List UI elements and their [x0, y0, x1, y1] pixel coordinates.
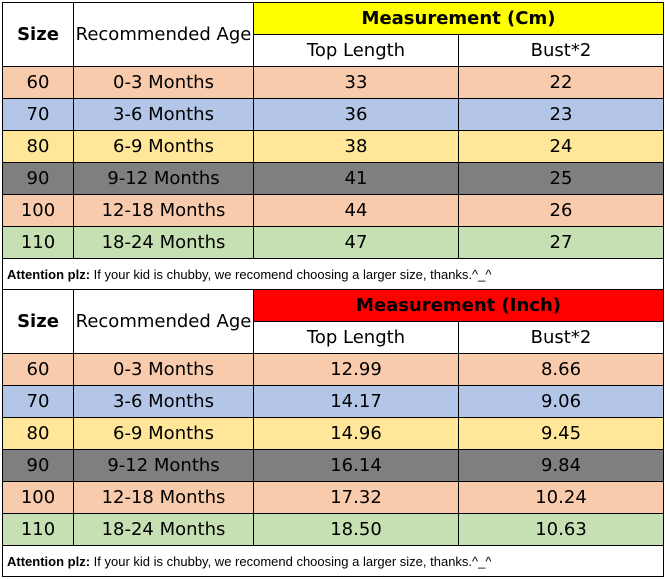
table-row: 90 9-12 Months 16.14 9.84	[2, 449, 665, 482]
note-text: If your kid is chubby, we recomend choos…	[90, 266, 492, 282]
length-cell: 36	[253, 98, 459, 131]
bust-cell: 9.84	[457, 449, 665, 482]
inch-length-header: Top Length	[253, 321, 459, 354]
inch-size-header: Size	[2, 289, 74, 354]
inch-header-row: Size Recommended Age Measurement (Inch)	[2, 289, 665, 354]
age-cell: 9-12 Months	[73, 449, 254, 482]
size-cell: 90	[2, 449, 74, 482]
table-row: 80 6-9 Months 38 24	[2, 130, 665, 163]
age-cell: 0-3 Months	[73, 66, 254, 99]
table-row: 70 3-6 Months 36 23	[2, 98, 665, 131]
bust-cell: 22	[457, 66, 665, 99]
size-cell: 70	[2, 98, 74, 131]
bust-cell: 27	[457, 226, 665, 259]
table-row: 70 3-6 Months 14.17 9.06	[2, 385, 665, 418]
length-cell: 41	[253, 162, 459, 195]
bust-cell: 8.66	[457, 353, 665, 386]
length-cell: 14.17	[253, 385, 459, 418]
bust-cell: 9.45	[457, 417, 665, 450]
size-cell: 110	[2, 513, 74, 546]
length-cell: 12.99	[253, 353, 459, 386]
size-cell: 80	[2, 417, 74, 450]
bust-cell: 23	[457, 98, 665, 131]
age-cell: 3-6 Months	[73, 98, 254, 131]
size-cell: 110	[2, 226, 74, 259]
length-cell: 44	[253, 194, 459, 227]
age-cell: 18-24 Months	[73, 513, 254, 546]
age-cell: 6-9 Months	[73, 417, 254, 450]
size-cell: 100	[2, 481, 74, 514]
bust-cell: 10.24	[457, 481, 665, 514]
attention-note: Attention plz: If your kid is chubby, we…	[1, 258, 665, 290]
table-row: 100 12-18 Months 44 26	[2, 194, 665, 227]
table-row: 110 18-24 Months 47 27	[2, 226, 665, 259]
table-row: 60 0-3 Months 12.99 8.66	[2, 353, 665, 386]
cm-length-header: Top Length	[253, 34, 459, 67]
note-text: If your kid is chubby, we recomend choos…	[90, 553, 492, 569]
bust-cell: 26	[457, 194, 665, 227]
size-cell: 80	[2, 130, 74, 163]
table-row: 80 6-9 Months 14.96 9.45	[2, 417, 665, 450]
cm-header-row: Size Recommended Age Measurement (Cm)	[2, 2, 665, 67]
length-cell: 17.32	[253, 481, 459, 514]
age-cell: 18-24 Months	[73, 226, 254, 259]
bust-cell: 9.06	[457, 385, 665, 418]
length-cell: 16.14	[253, 449, 459, 482]
age-cell: 12-18 Months	[73, 194, 254, 227]
inch-age-header: Recommended Age	[73, 289, 254, 354]
cm-bust-header: Bust*2	[457, 34, 665, 67]
cm-subheader-row: Top Length Bust*2	[3, 34, 665, 67]
age-cell: 6-9 Months	[73, 130, 254, 163]
size-cell: 60	[2, 66, 74, 99]
age-cell: 0-3 Months	[73, 353, 254, 386]
age-cell: 9-12 Months	[73, 162, 254, 195]
table-row: 110 18-24 Months 18.50 10.63	[2, 513, 665, 546]
cm-age-header: Recommended Age	[73, 2, 254, 67]
table-row: 60 0-3 Months 33 22	[2, 66, 665, 99]
bust-cell: 24	[457, 130, 665, 163]
inch-note-row: Attention plz: If your kid is chubby, we…	[1, 545, 665, 577]
length-cell: 47	[253, 226, 459, 259]
inch-subheader-row: Top Length Bust*2	[3, 321, 665, 354]
length-cell: 33	[253, 66, 459, 99]
length-cell: 18.50	[253, 513, 459, 546]
length-cell: 14.96	[253, 417, 459, 450]
table-row: 90 9-12 Months 41 25	[2, 162, 665, 195]
cm-note-row: Attention plz: If your kid is chubby, we…	[1, 258, 665, 290]
size-cell: 60	[2, 353, 74, 386]
age-cell: 3-6 Months	[73, 385, 254, 418]
bust-cell: 10.63	[457, 513, 665, 546]
age-cell: 12-18 Months	[73, 481, 254, 514]
inch-measurement-header: Measurement (Inch)	[252, 289, 665, 322]
note-label: Attention plz:	[7, 553, 91, 569]
cm-size-header: Size	[2, 2, 74, 67]
bust-cell: 25	[457, 162, 665, 195]
attention-note: Attention plz: If your kid is chubby, we…	[1, 545, 665, 577]
inch-bust-header: Bust*2	[457, 321, 665, 354]
size-cell: 90	[2, 162, 74, 195]
length-cell: 38	[253, 130, 459, 163]
size-cell: 100	[2, 194, 74, 227]
table-row: 100 12-18 Months 17.32 10.24	[2, 481, 665, 514]
cm-measurement-header: Measurement (Cm)	[252, 2, 665, 35]
size-cell: 70	[2, 385, 74, 418]
note-label: Attention plz:	[7, 266, 91, 282]
